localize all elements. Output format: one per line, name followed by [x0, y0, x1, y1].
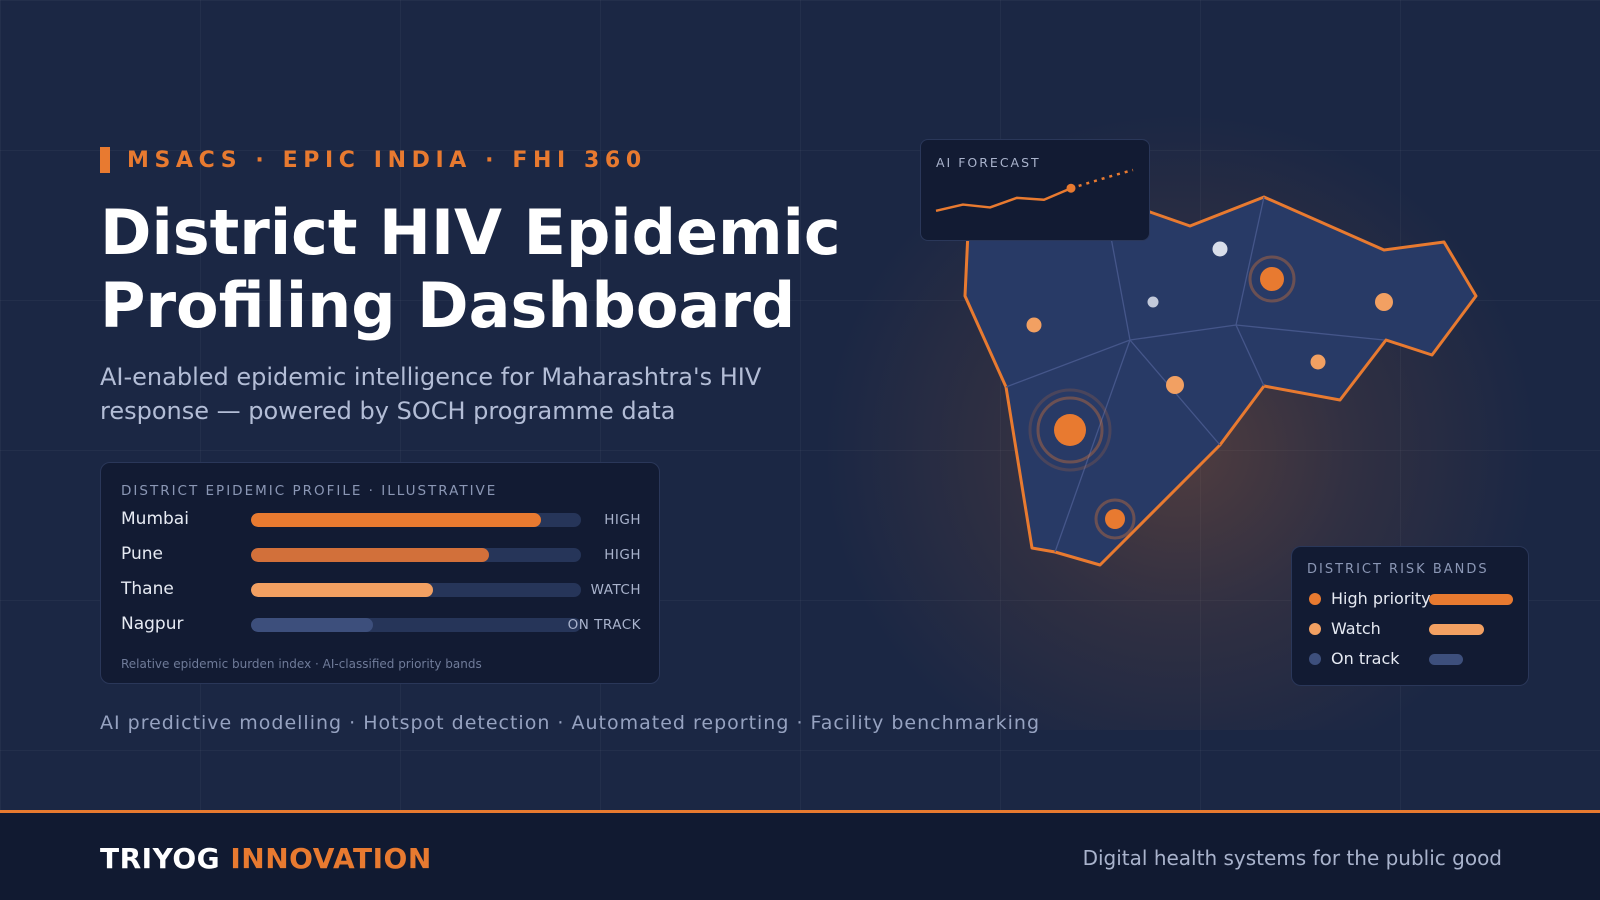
district-status: HIGH	[604, 512, 641, 528]
district-row: Mumbai HIGH	[121, 507, 641, 531]
eyebrow-accent-bar	[100, 147, 110, 173]
marker-watch	[1375, 293, 1393, 311]
legend-item: High priority	[1307, 587, 1517, 609]
forecast-sparkline	[935, 168, 1134, 213]
brand-primary: TRIYOG	[100, 842, 221, 875]
burden-bar-fill	[251, 548, 489, 562]
hotspot-ring-south	[1094, 498, 1136, 540]
legend-swatch	[1429, 654, 1463, 665]
forecast-label: AI FORECAST	[936, 155, 1041, 170]
legend-label: DISTRICT RISK BANDS	[1307, 562, 1489, 577]
marker-watch	[1310, 354, 1326, 370]
district-row: Pune HIGH	[121, 542, 641, 566]
page-title: District HIV Epidemic Profiling Dashboar…	[100, 196, 920, 342]
eyebrow: MSACS · EPIC INDIA · FHI 360	[100, 146, 647, 174]
district-name: Thane	[121, 579, 174, 599]
district-profile-card: DISTRICT EPIDEMIC PROFILE · ILLUSTRATIVE…	[100, 462, 660, 684]
brand-logo: TRIYOG INNOVATION	[100, 842, 432, 875]
burden-bar-fill	[251, 583, 433, 597]
district-status: HIGH	[604, 547, 641, 563]
district-row: Thane WATCH	[121, 577, 641, 601]
eyebrow-text: MSACS · EPIC INDIA · FHI 360	[127, 147, 647, 173]
profile-card-footnote: Relative epidemic burden index · AI-clas…	[121, 657, 482, 671]
burden-bar-track	[251, 618, 581, 632]
hotspot-ring-northeast	[1248, 255, 1296, 303]
legend-item-label: High priority	[1331, 589, 1431, 608]
burden-bar-fill	[251, 618, 374, 632]
burden-bar-track	[251, 513, 581, 527]
burden-bar-track	[251, 583, 581, 597]
district-markers	[1026, 241, 1393, 529]
marker-on-track	[1212, 241, 1228, 257]
legend-item: On track	[1307, 647, 1517, 669]
legend-swatch	[1429, 624, 1485, 635]
district-name: Nagpur	[121, 614, 184, 634]
marker-high	[1105, 509, 1125, 529]
legend-dot	[1309, 623, 1321, 635]
burden-bar-fill	[251, 513, 542, 527]
legend-item-label: Watch	[1331, 619, 1381, 638]
legend-dot	[1309, 593, 1321, 605]
district-name: Mumbai	[121, 509, 189, 529]
footer: TRIYOG INNOVATION Digital health systems…	[0, 810, 1600, 900]
risk-band-legend: DISTRICT RISK BANDS High priority Watch On…	[1291, 546, 1529, 686]
ai-forecast-card: AI FORECAST	[920, 139, 1150, 241]
marker-watch	[1166, 376, 1184, 394]
brand-accent: INNOVATION	[230, 842, 432, 875]
legend-item: Watch	[1307, 617, 1517, 639]
profile-card-label: DISTRICT EPIDEMIC PROFILE · ILLUSTRATIVE	[121, 483, 498, 499]
forecast-actual-line	[935, 187, 1072, 213]
district-status: ON TRACK	[567, 617, 641, 633]
legend-swatch	[1429, 594, 1513, 605]
marker-high	[1260, 267, 1284, 291]
marker-on-track	[1147, 296, 1159, 308]
forecast-current-point	[1066, 183, 1076, 193]
marker-watch	[1026, 317, 1042, 333]
footer-tagline: Digital health systems for the public go…	[1082, 846, 1502, 870]
district-row: Nagpur ON TRACK	[121, 612, 641, 636]
capabilities-line: AI predictive modelling · Hotspot detect…	[100, 712, 1041, 734]
map-outline	[963, 194, 1478, 567]
hotspot-rings	[1028, 255, 1296, 540]
district-name: Pune	[121, 544, 163, 564]
burden-bar-track	[251, 548, 581, 562]
page-subtitle: AI-enabled epidemic intelligence for Mah…	[100, 363, 762, 425]
district-borders	[1005, 196, 1385, 553]
legend-item-label: On track	[1331, 649, 1400, 668]
forecast-projected-line	[1070, 168, 1134, 190]
hotspot-ring-west-outer	[1028, 388, 1112, 472]
hotspot-ring-west	[1036, 396, 1104, 464]
page-title-line-2: Profiling Dashboard	[100, 269, 796, 342]
marker-high	[1054, 414, 1086, 446]
page-title-line-1: District HIV Epidemic	[100, 196, 841, 269]
legend-dot	[1309, 653, 1321, 665]
district-status: WATCH	[590, 582, 641, 598]
